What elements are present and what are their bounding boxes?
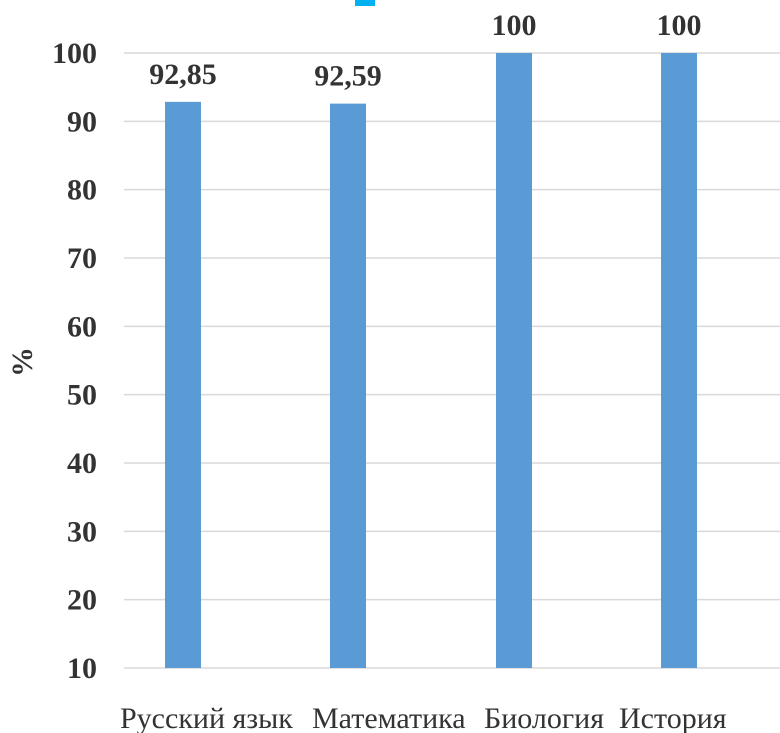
y-tick-label: 20 — [67, 584, 97, 617]
y-tick-label: 100 — [52, 37, 97, 70]
y-tick-label: 70 — [67, 242, 97, 275]
y-axis-ticks: 10 20 30 40 50 60 70 80 90 100 — [52, 37, 97, 685]
title-fragment — [355, 0, 375, 6]
x-category-label: Русский язык — [120, 702, 293, 733]
x-category-label: Математика — [312, 702, 466, 733]
y-axis-title: % — [6, 347, 39, 377]
data-label: 100 — [492, 9, 537, 42]
y-tick-label: 10 — [67, 652, 97, 685]
y-tick-label: 50 — [67, 379, 97, 412]
bar — [330, 103, 366, 668]
data-labels: 92,85 92,59 100 100 — [149, 9, 701, 93]
bar — [496, 53, 532, 668]
bars — [165, 53, 697, 668]
y-tick-label: 90 — [67, 105, 97, 138]
y-tick-label: 60 — [67, 310, 97, 343]
y-tick-label: 80 — [67, 174, 97, 207]
bar — [165, 101, 201, 668]
data-label: 92,85 — [149, 58, 217, 91]
data-label: 100 — [657, 9, 702, 42]
y-tick-label: 40 — [67, 447, 97, 480]
data-label: 92,59 — [314, 60, 382, 93]
x-axis-labels: Русский язык Математика Биология История — [120, 702, 727, 733]
x-category-label: Биология — [484, 702, 604, 733]
y-tick-label: 30 — [67, 515, 97, 548]
bar — [661, 53, 697, 668]
x-category-label: История — [619, 702, 727, 733]
